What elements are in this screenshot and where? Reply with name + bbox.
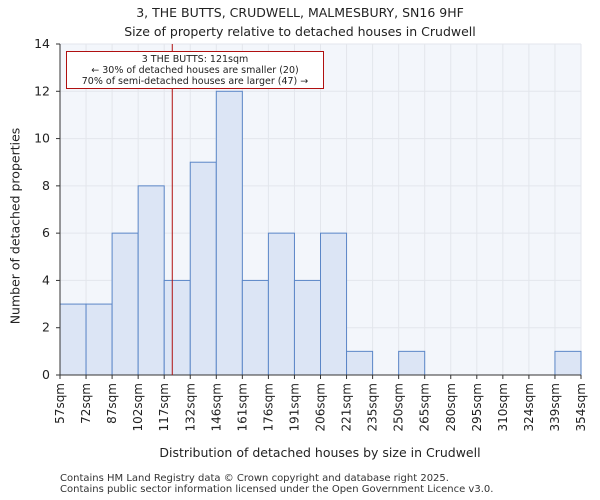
x-tick-label: 117sqm	[157, 383, 171, 431]
annotation-property-line: 3 THE BUTTS: 121sqm	[141, 54, 249, 65]
annotation-larger-line: 70% of semi-detached houses are larger (…	[81, 76, 309, 87]
histogram-bar	[111, 232, 139, 376]
x-tick-label: 206sqm	[314, 383, 328, 431]
x-tick-label: 354sqm	[574, 383, 588, 431]
x-tick-label: 146sqm	[209, 383, 223, 431]
annotation-smaller-line: ← 30% of detached houses are smaller (20…	[91, 65, 299, 76]
x-tick-label: 176sqm	[261, 383, 275, 431]
x-tick-label: 221sqm	[340, 383, 354, 431]
footer-line-2: Contains public sector information licen…	[60, 484, 494, 495]
x-tick-label: 265sqm	[418, 383, 432, 431]
x-tick-label: 87sqm	[105, 383, 119, 424]
histogram-bar	[320, 232, 348, 376]
y-tick-label: 6	[42, 225, 50, 240]
y-tick-label: 14	[34, 36, 50, 51]
x-tick-label: 280sqm	[444, 383, 458, 431]
x-tick-label: 102sqm	[131, 383, 145, 431]
histogram-bar	[163, 279, 191, 376]
chart-title-block: 3, THE BUTTS, CRUDWELL, MALMESBURY, SN16…	[0, 3, 600, 41]
x-tick-label: 72sqm	[79, 383, 93, 424]
y-tick-label: 2	[42, 320, 50, 335]
x-tick-label: 132sqm	[183, 383, 197, 431]
x-tick-label: 161sqm	[235, 383, 249, 431]
histogram-bar	[554, 350, 582, 376]
chart-subtitle: Size of property relative to detached ho…	[124, 24, 476, 39]
y-tick-label: 12	[34, 83, 50, 98]
y-tick-label: 0	[42, 367, 50, 382]
x-tick-label: 339sqm	[548, 383, 562, 431]
x-tick-label: 295sqm	[470, 383, 484, 431]
histogram-bar	[215, 90, 243, 376]
x-tick-label: 324sqm	[522, 383, 536, 431]
histogram-bar	[293, 279, 322, 376]
x-tick-label: 235sqm	[366, 383, 380, 431]
y-tick-label: 10	[34, 131, 50, 146]
histogram-bar	[189, 161, 217, 376]
y-tick-label: 8	[42, 178, 50, 193]
histogram-bar	[346, 350, 374, 376]
histogram-bar	[85, 303, 113, 376]
x-axis-label: Distribution of detached houses by size …	[159, 445, 481, 460]
y-axis-label: Number of detached properties	[7, 127, 23, 325]
histogram-bar	[241, 279, 269, 376]
x-tick-label: 57sqm	[53, 383, 67, 424]
x-tick-label: 310sqm	[496, 383, 510, 431]
x-tick-label: 191sqm	[287, 383, 301, 431]
y-tick-label: 4	[42, 272, 50, 287]
footer-line-1: Contains HM Land Registry data © Crown c…	[60, 473, 449, 484]
histogram-bar	[398, 350, 426, 376]
x-tick-label: 250sqm	[392, 383, 406, 431]
histogram-bar	[267, 232, 295, 376]
histogram-bar	[137, 185, 165, 376]
chart-title: 3, THE BUTTS, CRUDWELL, MALMESBURY, SN16…	[136, 5, 464, 20]
attribution-footer: Contains HM Land Registry data © Crown c…	[60, 473, 493, 495]
histogram-bar	[59, 303, 87, 376]
property-annotation-box: 3 THE BUTTS: 121sqm ← 30% of detached ho…	[66, 51, 324, 89]
